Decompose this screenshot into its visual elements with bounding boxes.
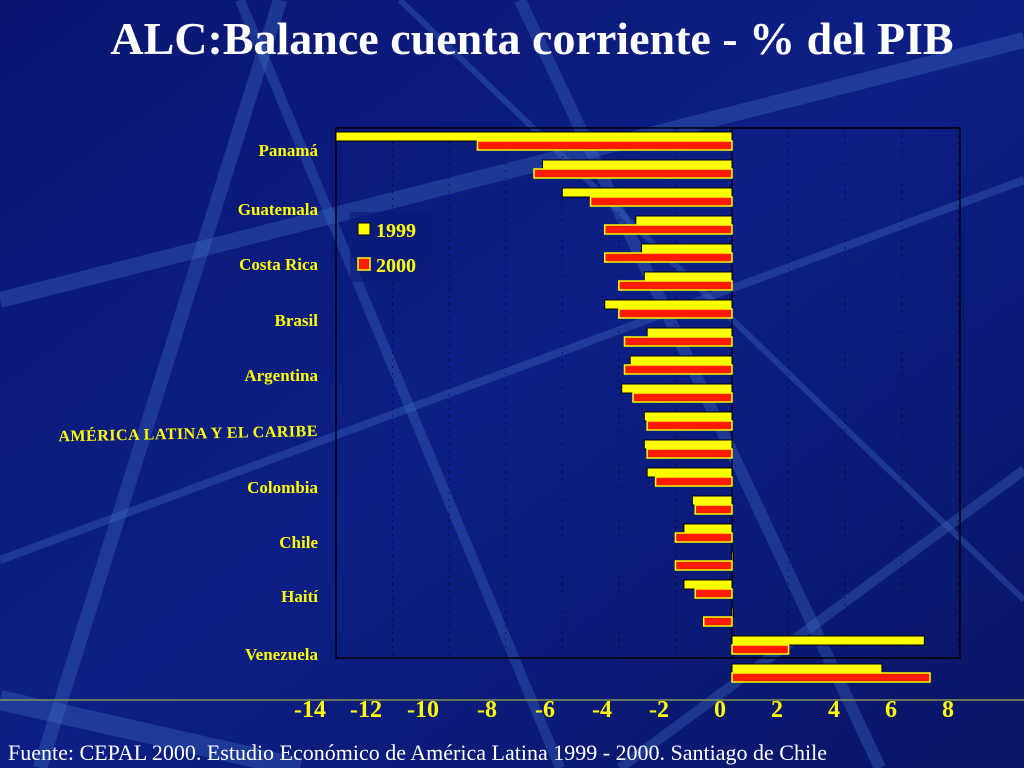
bar-1999 — [640, 243, 733, 254]
category-label: Guatemala — [238, 200, 319, 219]
x-tick-label: -8 — [477, 697, 497, 723]
bar-2000 — [603, 224, 733, 235]
x-tick-label: -12 — [350, 697, 382, 723]
bar-1999 — [646, 327, 733, 338]
category-label: AMÉRICA LATINA Y EL CARIBE — [58, 421, 318, 445]
bar-2000 — [694, 588, 733, 599]
category-label: Colombia — [247, 478, 318, 497]
category-label: Haití — [281, 587, 318, 606]
bar-1999 — [621, 383, 733, 394]
bar-2000 — [731, 644, 790, 655]
category-label: Costa Rica — [239, 255, 318, 274]
bar-1999 — [643, 411, 733, 422]
bar-2000 — [476, 140, 733, 151]
bar-2000 — [731, 672, 931, 683]
slide-title: ALC:Balance cuenta corriente - % del PIB — [110, 13, 954, 64]
bar-1999 — [561, 187, 733, 198]
bar-1999 — [335, 131, 733, 142]
bar-1999 — [731, 607, 734, 618]
bar-2000 — [632, 392, 733, 403]
source-note: Fuente: CEPAL 2000. Estudio Económico de… — [8, 740, 827, 765]
x-tick-labels: -14 -12 -10 -8 -6 -4 -2 0 2 4 6 8 — [294, 697, 954, 723]
category-label: Venezuela — [245, 645, 319, 664]
bars — [335, 131, 931, 683]
bar-2000 — [674, 560, 733, 571]
bar-2000 — [646, 448, 733, 459]
category-label: Chile — [279, 533, 318, 552]
category-labels: Panamá Guatemala Costa Rica Brasil Argentina… — [58, 141, 318, 664]
bar-2000 — [674, 532, 733, 543]
x-tick-label: 8 — [942, 697, 954, 723]
x-tick-label: 2 — [771, 697, 783, 723]
bar-1999 — [731, 663, 883, 674]
bar-1999 — [731, 551, 734, 562]
bar-1999 — [629, 355, 733, 366]
bar-1999 — [604, 299, 733, 310]
x-tick-label: 6 — [885, 697, 897, 723]
legend-swatch-1999 — [357, 222, 371, 236]
x-tick-label: -4 — [592, 697, 612, 723]
bar-1999 — [683, 579, 733, 590]
x-tick-label: -2 — [649, 697, 669, 723]
bar-1999 — [643, 271, 733, 282]
category-label: Brasil — [275, 311, 319, 330]
legend-label-2000: 2000 — [376, 255, 416, 277]
x-tick-label: -6 — [535, 697, 555, 723]
bar-1999 — [643, 439, 733, 450]
bar-2000 — [618, 280, 733, 291]
bar-2000 — [654, 476, 733, 487]
bar-2000 — [646, 420, 733, 431]
x-tick-label: 4 — [828, 697, 840, 723]
x-tick-label: 0 — [714, 697, 726, 723]
x-tick-label: -14 — [294, 697, 326, 723]
legend-label-1999: 1999 — [376, 220, 416, 242]
bar-2000 — [623, 336, 733, 347]
bar-2000 — [618, 308, 733, 319]
bar-2000 — [603, 252, 733, 263]
bar-1999 — [646, 467, 733, 478]
bar-1999 — [635, 215, 733, 226]
category-label: Panamá — [259, 141, 319, 160]
bar-2000 — [694, 504, 733, 515]
x-tick-label: -10 — [407, 697, 439, 723]
bar-2000 — [533, 168, 733, 179]
plot-frame — [335, 127, 961, 659]
bar-2000 — [623, 364, 733, 375]
bar-1999 — [731, 635, 925, 646]
bar-1999 — [691, 495, 733, 506]
legend-swatch-2000 — [357, 257, 371, 271]
bar-1999 — [541, 159, 733, 170]
legend: 1999 2000 — [350, 212, 432, 282]
bar-2000 — [702, 616, 733, 627]
bar-1999 — [683, 523, 733, 534]
category-label: Argentina — [244, 366, 318, 385]
bar-2000 — [589, 196, 733, 207]
